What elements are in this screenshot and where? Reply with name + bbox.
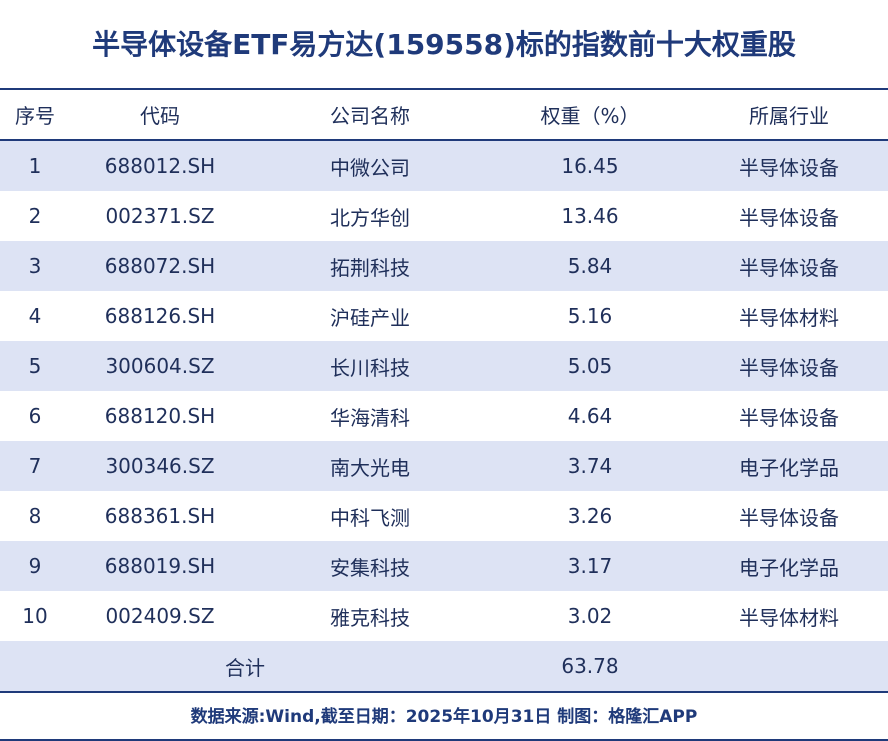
header-industry: 所属行业: [690, 90, 888, 141]
cell-company: 雅克科技: [330, 605, 410, 630]
table-row: 7 300346.SZ 南大光电 3.74 电子化学品: [0, 441, 888, 491]
table-row: 5 300604.SZ 长川科技 5.05 半导体设备: [0, 341, 888, 391]
cell-index: 2: [28, 204, 42, 228]
cell-code: 688120.SH: [104, 404, 216, 428]
cell-weight: 4.64: [567, 404, 613, 428]
table-row: 1 688012.SH 中微公司 16.45 半导体设备: [0, 140, 888, 191]
weights-table: 序号 代码 公司名称 权重（%） 所属行业 1 688012.SH 中微公司 1…: [0, 90, 888, 693]
total-value: 63.78: [490, 641, 690, 693]
cell-index: 10: [22, 604, 48, 628]
cell-company: 南大光电: [250, 441, 490, 491]
cell-code: 688361.SH: [104, 504, 216, 528]
cell-code: 300604.SZ: [70, 341, 250, 391]
cell-company: 安集科技: [250, 541, 490, 591]
page-title: 半导体设备ETF易方达(159558)标的指数前十大权重股: [0, 0, 888, 90]
cell-weight: 5.05: [490, 341, 690, 391]
cell-index: 4: [28, 304, 42, 328]
total-label: 合计: [0, 641, 490, 693]
cell-index: 1: [0, 140, 70, 191]
total-empty-cell: [690, 641, 888, 693]
cell-industry: 半导体材料: [739, 605, 839, 630]
table-row: 9 688019.SH 安集科技 3.17 电子化学品: [0, 541, 888, 591]
cell-company: 中微公司: [250, 140, 490, 191]
cell-weight: 3.17: [490, 541, 690, 591]
cell-code: 688012.SH: [70, 140, 250, 191]
cell-code: 688072.SH: [70, 241, 250, 291]
cell-weight: 16.45: [490, 140, 690, 191]
table-row: 3 688072.SH 拓荆科技 5.84 半导体设备: [0, 241, 888, 291]
cell-code: 688019.SH: [70, 541, 250, 591]
header-code: 代码: [70, 90, 250, 141]
cell-company: 长川科技: [250, 341, 490, 391]
cell-weight: 3.26: [567, 504, 613, 528]
cell-company: 中科飞测: [330, 505, 410, 530]
cell-company: 北方华创: [330, 205, 410, 230]
header-company: 公司名称: [250, 90, 490, 141]
cell-company: 沪硅产业: [330, 305, 410, 330]
source-footer: 数据来源:Wind,截至日期：2025年10月31日 制图：格隆汇APP: [0, 693, 888, 741]
header-weight: 权重（%）: [490, 90, 690, 141]
cell-weight: 3.74: [490, 441, 690, 491]
cell-industry: 半导体设备: [690, 341, 888, 391]
cell-code: 002409.SZ: [105, 604, 215, 628]
cell-industry: 半导体设备: [739, 405, 839, 430]
cell-industry: 电子化学品: [690, 441, 888, 491]
table-header-row: 序号 代码 公司名称 权重（%） 所属行业: [0, 90, 888, 141]
cell-industry: 半导体材料: [739, 305, 839, 330]
cell-company: 华海清科: [330, 405, 410, 430]
cell-industry: 电子化学品: [690, 541, 888, 591]
total-row: 合计 63.78: [0, 641, 888, 693]
table-row: 6 688120.SH 华海清科 4.64 半导体设备: [0, 391, 888, 441]
cell-weight: 5.84: [490, 241, 690, 291]
cell-industry: 半导体设备: [739, 505, 839, 530]
cell-weight: 5.16: [567, 304, 613, 328]
cell-weight: 13.46: [561, 204, 619, 228]
cell-weight: 3.02: [567, 604, 613, 628]
cell-index: 3: [0, 241, 70, 291]
cell-industry: 半导体设备: [690, 241, 888, 291]
cell-index: 5: [0, 341, 70, 391]
cell-index: 9: [0, 541, 70, 591]
cell-code: 300346.SZ: [70, 441, 250, 491]
cell-industry: 半导体设备: [739, 205, 839, 230]
cell-index: 7: [0, 441, 70, 491]
header-index: 序号: [0, 90, 70, 141]
table-row: 2 002371.SZ 北方华创 13.46 半导体设备: [0, 191, 888, 241]
table-row: 4 688126.SH 沪硅产业 5.16 半导体材料: [0, 291, 888, 341]
cell-code: 002371.SZ: [105, 204, 215, 228]
table-row: 8 688361.SH 中科飞测 3.26 半导体设备: [0, 491, 888, 541]
cell-company: 拓荆科技: [250, 241, 490, 291]
cell-code: 688126.SH: [104, 304, 216, 328]
cell-index: 8: [28, 504, 42, 528]
table-row: 10 002409.SZ 雅克科技 3.02 半导体材料: [0, 591, 888, 641]
cell-industry: 半导体设备: [690, 140, 888, 191]
cell-index: 6: [28, 404, 42, 428]
